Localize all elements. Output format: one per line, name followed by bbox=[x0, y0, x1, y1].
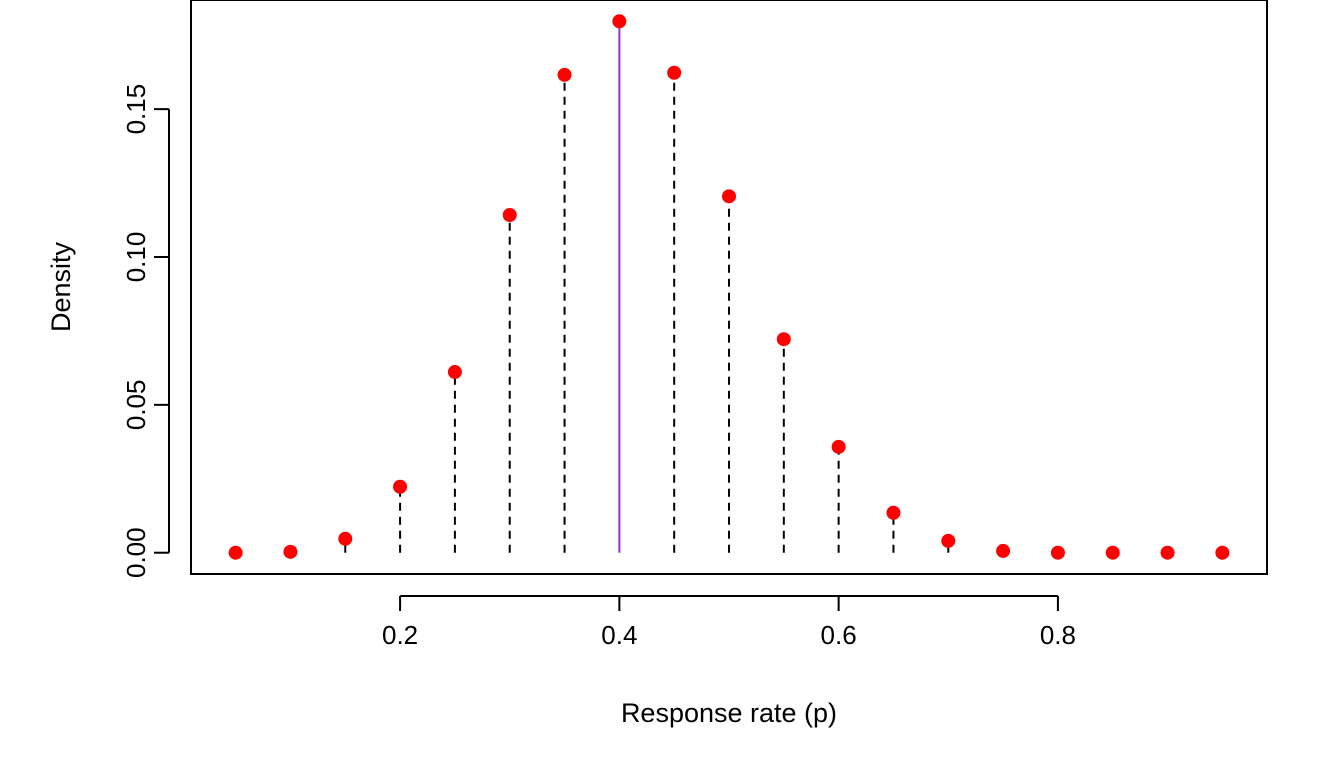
data-point bbox=[1160, 545, 1175, 560]
drop-lines-group bbox=[289, 72, 1005, 553]
data-point bbox=[831, 439, 846, 454]
data-point bbox=[722, 189, 736, 204]
data-point bbox=[886, 505, 901, 520]
plot-frame bbox=[190, 0, 1268, 575]
y-tick-label: 0.10 bbox=[121, 232, 151, 283]
y-tick-label: 0.15 bbox=[121, 84, 151, 135]
data-point bbox=[1050, 545, 1065, 560]
data-point bbox=[502, 207, 517, 222]
data-point bbox=[612, 14, 627, 29]
x-tick-label: 0.6 bbox=[821, 620, 857, 650]
data-point bbox=[557, 67, 572, 82]
data-point bbox=[447, 365, 462, 380]
data-point bbox=[338, 531, 353, 546]
data-point bbox=[228, 545, 243, 560]
data-point bbox=[1215, 545, 1230, 560]
data-points-group bbox=[228, 14, 1230, 560]
y-tick-label: 0.05 bbox=[121, 380, 151, 431]
data-point bbox=[996, 543, 1011, 558]
data-point bbox=[393, 479, 408, 494]
data-point bbox=[1105, 545, 1120, 560]
axes-group: 0.2 0.4 0.6 0.8 0.00 0.05 0.10 0.15 bbox=[121, 0, 1268, 650]
data-point bbox=[667, 65, 682, 80]
y-tick-label: 0.00 bbox=[121, 527, 151, 578]
x-tick-label: 0.8 bbox=[1040, 620, 1076, 650]
data-point bbox=[283, 544, 298, 559]
y-axis-title: Density bbox=[46, 241, 76, 332]
data-point bbox=[941, 533, 956, 548]
data-point bbox=[776, 332, 791, 347]
x-tick-label: 0.4 bbox=[601, 620, 637, 650]
x-tick-label: 0.2 bbox=[382, 620, 418, 650]
x-axis-title: Response rate (p) bbox=[621, 698, 837, 728]
